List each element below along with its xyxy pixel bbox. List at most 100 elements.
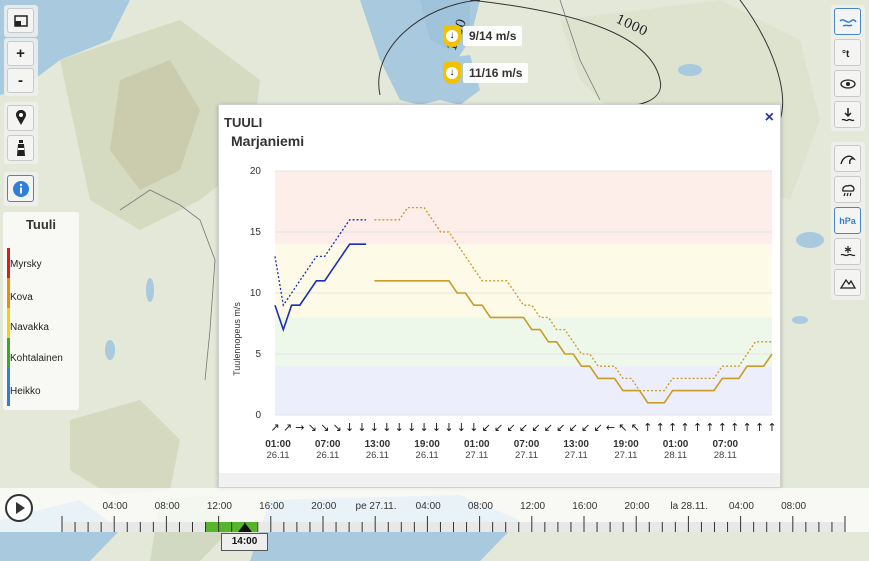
timeline-label: 08:00 — [155, 501, 180, 512]
visibility-layer-button[interactable] — [834, 70, 861, 97]
pressure-icon: hPa — [839, 215, 856, 226]
sea-level-icon — [841, 107, 854, 121]
wind-direction-arrow: ↓ — [457, 421, 466, 434]
station-popup: TUULI Marjaniemi × 0 5 10 15 20 ↗ ↗ → ↘ ↘ ↘ ↓ ↓ ↓ ↓ ↓ ↓… — [218, 104, 781, 488]
timeline-cursor[interactable] — [238, 523, 252, 532]
x-tick-date: 28.11 — [664, 450, 687, 461]
timeline-label: 04:00 — [102, 501, 127, 512]
x-tick-time: 19:00 — [414, 439, 440, 450]
y-tick-label: 5 — [255, 349, 261, 360]
x-tick-time: 19:00 — [613, 439, 639, 450]
wind-direction-arrow: ↑ — [743, 421, 752, 434]
legend-label: Heikko — [10, 386, 41, 397]
timeline-selection[interactable] — [205, 522, 257, 532]
wind-direction-arrow: ↓ — [432, 421, 441, 434]
info-group — [4, 172, 38, 206]
wind-direction-arrow: ↓ — [419, 421, 428, 434]
wind-direction-arrow: ↑ — [656, 421, 665, 434]
right-layer-group-2: hPa — [831, 142, 865, 300]
wind-direction-arrow: ↖ — [618, 421, 627, 434]
wind-direction-arrow: ↑ — [693, 421, 702, 434]
zoom-group: + - — [4, 38, 38, 96]
wind-direction-arrow: ↑ — [643, 421, 652, 434]
popup-title: TUULI — [224, 115, 263, 130]
wind-station-marker[interactable]: ↓ 9/14 m/s — [443, 25, 523, 47]
legend-swatch-navakka — [7, 308, 10, 338]
right-layer-group-1: °t — [831, 5, 865, 131]
sea-level-layer-button[interactable] — [834, 101, 861, 128]
wind-direction-arrow: ↓ — [370, 421, 379, 434]
mountain-layer-button[interactable] — [834, 269, 861, 296]
wind-legend: Tuuli Myrsky Kova Navakka Kohtalainen He… — [3, 212, 79, 410]
wind-arrow-down-icon: ↓ — [443, 25, 461, 47]
timeline-label: 12:00 — [207, 501, 232, 512]
legend-swatch-heikko — [7, 368, 10, 406]
temperature-layer-button[interactable]: °t — [834, 39, 861, 66]
wave-layer-button[interactable] — [834, 145, 861, 172]
legend-title: Tuuli — [25, 217, 57, 232]
timeline-label: 16:00 — [259, 501, 284, 512]
wind-direction-arrow: ↑ — [668, 421, 677, 434]
y-tick-label: 15 — [250, 227, 262, 238]
wind-direction-arrow: ↓ — [345, 421, 354, 434]
precipitation-layer-button[interactable] — [834, 176, 861, 203]
x-tick-date: 26.11 — [416, 450, 439, 461]
timeline-track[interactable]: 04:00 08:00 12:00 16:00 20:00 pe 27.11. 04:00 0… — [0, 488, 869, 532]
x-tick-date: 27.11 — [565, 450, 588, 461]
chart-band — [275, 317, 772, 367]
timeline-bar: 04:00 08:00 12:00 16:00 20:00 pe 27.11. 04:00 0… — [0, 488, 869, 532]
wind-layer-button[interactable] — [834, 8, 861, 35]
wind-direction-arrow: ↙ — [494, 421, 503, 434]
play-button[interactable] — [5, 494, 33, 522]
timeline-label: 20:00 — [624, 501, 649, 512]
wind-direction-arrow: ↘ — [320, 421, 329, 434]
wind-direction-arrow: ↓ — [357, 421, 366, 434]
wind-direction-arrow: ↙ — [556, 421, 565, 434]
wind-icon — [838, 18, 857, 27]
location-group — [4, 102, 38, 164]
y-tick-label: 20 — [250, 166, 262, 177]
x-tick-time: 07:00 — [713, 439, 739, 450]
legend-label: Navakka — [10, 322, 49, 333]
wind-direction-arrow: ← — [606, 421, 615, 434]
wind-direction-arrow: ↙ — [506, 421, 515, 434]
x-tick-date: 27.11 — [515, 450, 538, 461]
timeline-label: 20:00 — [311, 501, 336, 512]
layers-button[interactable] — [7, 8, 34, 33]
wind-direction-arrow: ↓ — [469, 421, 478, 434]
x-tick-date: 26.11 — [366, 450, 389, 461]
timeline-label: la 28.11. — [670, 501, 708, 512]
zoom-out-button[interactable]: - — [7, 68, 34, 93]
info-button[interactable] — [7, 175, 34, 202]
svg-text:°t: °t — [842, 49, 850, 60]
legend-swatch-kohtalainen — [7, 338, 10, 368]
wind-direction-arrow: ↑ — [730, 421, 739, 434]
lighthouse-icon — [16, 140, 25, 156]
series-line-fc-gust — [374, 206, 772, 392]
layers-group — [4, 5, 38, 37]
timeline-label: 16:00 — [572, 501, 597, 512]
x-tick-date: 27.11 — [614, 450, 637, 461]
close-icon[interactable]: × — [764, 109, 774, 126]
pressure-layer-button[interactable]: hPa — [834, 207, 861, 234]
x-tick-date: 26.11 — [316, 450, 339, 461]
wind-direction-arrow: ↘ — [333, 421, 342, 434]
ice-layer-button[interactable] — [834, 238, 861, 265]
wind-station-marker[interactable]: ↓ 11/16 m/s — [443, 62, 529, 84]
zoom-in-button[interactable]: + — [7, 41, 34, 66]
legend-label: Kova — [10, 292, 33, 303]
legend-label: Myrsky — [10, 259, 42, 270]
visibility-icon — [839, 78, 856, 89]
current-time-label: 14:00 — [221, 533, 268, 551]
temperature-icon: °t — [842, 49, 850, 60]
x-tick-time: 01:00 — [663, 439, 689, 450]
lighthouse-button[interactable] — [7, 135, 34, 161]
wind-direction-arrow: ↓ — [395, 421, 404, 434]
timeline-label: pe 27.11. — [356, 501, 397, 512]
x-tick-time: 13:00 — [365, 439, 391, 450]
wind-direction-arrow: ↙ — [569, 421, 578, 434]
x-tick-time: 07:00 — [514, 439, 540, 450]
wind-direction-arrow: ↙ — [593, 421, 602, 434]
info-icon — [12, 180, 29, 197]
location-button[interactable] — [7, 105, 34, 131]
